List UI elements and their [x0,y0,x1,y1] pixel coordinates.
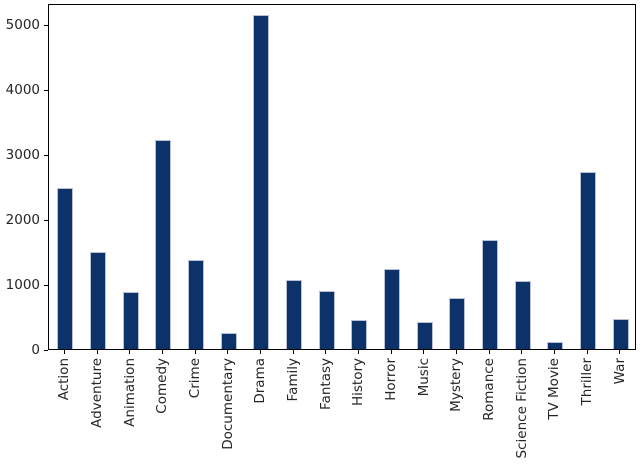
x-axis-tick [259,350,261,354]
x-axis-tick [619,350,621,354]
bar-romance [481,239,499,349]
x-tick-label: Action [56,358,73,401]
x-axis-tick [423,350,425,354]
bar-war [612,319,629,349]
x-tick-label: Romance [481,358,497,421]
x-tick-label: Drama [252,358,269,404]
x-tick-label: Science Fiction [513,358,530,459]
y-axis-tick [44,154,48,156]
bar-adventure [89,251,107,349]
x-tick-label: Animation [121,358,138,427]
bar-tv-movie [547,341,564,349]
x-axis-tick [96,350,98,354]
x-axis-tick [357,350,359,354]
plot-area [48,4,636,350]
x-axis-tick [553,350,555,354]
y-tick-label: 0 [31,342,40,358]
x-tick-label: Crime [187,358,203,399]
bar-mystery [449,298,466,349]
y-tick-label: 5000 [5,17,40,34]
x-tick-label: Thriller [579,358,595,406]
x-tick-label: Documentary [219,358,236,450]
bar-fantasy [318,290,335,349]
bar-animation [122,291,139,349]
bar-documentary [220,333,237,349]
x-axis-tick [488,350,490,354]
bar-history [351,320,368,349]
x-tick-label: TV Movie [546,358,563,420]
x-tick-label: Music [415,358,432,397]
bar-thriller [579,171,597,349]
y-tick-label: 2000 [5,212,40,229]
y-axis-tick [44,24,48,26]
y-tick-label: 1000 [5,277,40,294]
x-axis-tick [586,350,588,354]
x-axis-tick [63,350,65,354]
x-axis-tick [292,350,294,354]
x-tick-label: Horror [383,358,399,401]
x-axis-tick [227,350,229,354]
x-tick-label: Comedy [154,358,171,414]
x-tick-label: Mystery [448,358,465,412]
x-axis-tick [161,350,163,354]
bar-crime [187,260,205,349]
y-axis-tick [44,219,48,221]
bar-comedy [155,139,172,349]
x-axis-tick [455,350,457,354]
bar-family [285,280,303,349]
x-axis-tick [521,350,523,354]
y-tick-label: 3000 [5,147,40,164]
x-tick-label: Adventure [89,358,105,428]
bar-music [416,322,433,349]
x-tick-label: Family [285,358,301,402]
bar-drama [253,15,270,349]
x-axis-tick [390,350,392,354]
y-axis-tick [44,349,48,351]
y-axis-tick [44,89,48,91]
y-tick-label: 4000 [5,82,40,99]
x-tick-label: Fantasy [317,358,334,410]
bar-horror [383,269,401,349]
x-tick-label: War [611,358,628,385]
y-axis-tick [44,284,48,286]
x-axis-tick [194,350,196,354]
bar-science-fiction [514,280,531,349]
x-axis-tick [325,350,327,354]
bar-action [57,188,74,349]
x-axis-tick [129,350,131,354]
x-tick-label: History [350,358,367,407]
